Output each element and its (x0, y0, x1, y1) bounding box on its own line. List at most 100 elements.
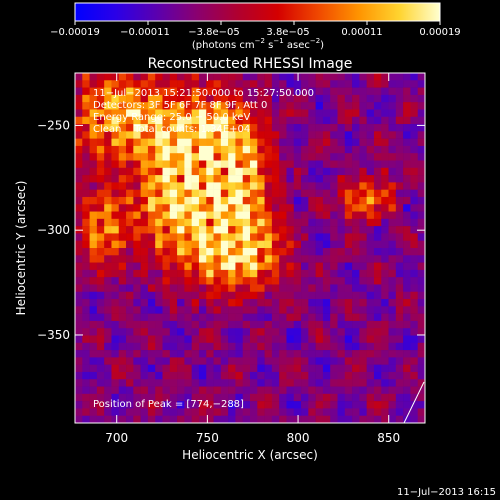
heatmap-cell (250, 138, 258, 147)
heatmap-cell (169, 145, 178, 154)
heatmap-cell (337, 408, 346, 417)
heatmap-cell (373, 364, 382, 373)
heatmap-cell (206, 364, 214, 373)
heatmap-cell (235, 196, 244, 205)
heatmap-cell (133, 262, 141, 271)
heatmap-cell (250, 189, 258, 198)
heatmap-cell (184, 379, 192, 387)
heatmap-cell (140, 342, 149, 351)
heatmap-cell (198, 335, 207, 344)
heatmap-cell (381, 94, 389, 103)
heatmap-cell (337, 131, 346, 139)
heatmap-cell (352, 73, 360, 81)
heatmap-cell (104, 364, 112, 373)
heatmap-cell (250, 401, 258, 409)
heatmap-cell (213, 160, 222, 169)
heatmap-cell (96, 94, 105, 103)
heatmap-cell (308, 255, 316, 263)
heatmap-cell (293, 313, 302, 322)
heatmap-cell (213, 408, 222, 417)
heatmap-cell (198, 269, 207, 278)
heatmap-cell (359, 73, 367, 81)
heatmap-cell (337, 350, 346, 358)
heatmap-cell (198, 291, 207, 300)
heatmap-cell (89, 116, 98, 125)
heatmap-cell (293, 124, 302, 132)
heatmap-cell (104, 393, 112, 402)
heatmap-cell (198, 124, 207, 132)
heatmap-cell (191, 102, 200, 110)
heatmap-cell (126, 131, 134, 139)
heatmap-cell (206, 248, 214, 256)
heatmap-cell (104, 386, 112, 395)
heatmap-cell (191, 269, 200, 278)
heatmap-cell (301, 255, 309, 263)
heatmap-cell (337, 342, 346, 351)
heatmap-cell (184, 306, 192, 314)
heatmap-cell (410, 357, 419, 365)
colorbar-tick-label: 0.00011 (341, 27, 382, 38)
heatmap-cell (206, 386, 214, 395)
heatmap-cell (155, 284, 163, 293)
heatmap-cell (104, 211, 112, 220)
heatmap-cell (308, 153, 316, 161)
heatmap-cell (89, 233, 98, 242)
heatmap-cell (322, 313, 331, 322)
heatmap-cell (147, 102, 156, 110)
heatmap-cell (206, 218, 214, 227)
heatmap-cell (206, 379, 214, 387)
heatmap-cell (286, 189, 295, 198)
heatmap-cell (111, 291, 120, 300)
heatmap-cell (126, 175, 134, 183)
heatmap-cell (264, 240, 273, 249)
heatmap-cell (133, 138, 141, 147)
heatmap-cell (118, 379, 127, 387)
heatmap-cell (228, 393, 236, 402)
heatmap-cell (177, 408, 185, 417)
heatmap-cell (184, 167, 192, 176)
heatmap-cell (228, 401, 236, 409)
heatmap-cell (286, 357, 295, 365)
heatmap-cell (359, 386, 367, 395)
info-annotations: 11−Jul−2013 15:21:50.000 to 15:27:50.000… (93, 88, 314, 410)
heatmap-cell (257, 269, 265, 278)
heatmap-cell (104, 284, 112, 293)
heatmap-cell (126, 124, 134, 132)
heatmap-cell (133, 109, 141, 118)
heatmap-cell (286, 291, 295, 300)
heatmap-cell (264, 284, 273, 293)
heatmap-cell (286, 320, 295, 329)
heatmap-cell (242, 160, 251, 169)
heatmap-cell (177, 299, 185, 307)
heatmap-cell (250, 204, 258, 212)
heatmap-cell (417, 386, 425, 395)
heatmap-cell (337, 393, 346, 402)
heatmap-cell (388, 80, 397, 88)
heatmap-cell (206, 350, 214, 358)
heatmap-cell (308, 408, 316, 417)
heatmap-cell (337, 116, 346, 125)
heatmap-cell (104, 145, 112, 154)
heatmap-cell (279, 116, 287, 125)
heatmap-cell (75, 182, 83, 190)
heatmap-cell (403, 320, 411, 329)
heatmap-cell (140, 153, 149, 161)
heatmap-cell (286, 408, 295, 417)
heatmap-cell (301, 218, 309, 227)
heatmap-cell (403, 218, 411, 227)
heatmap-cell (140, 393, 149, 402)
heatmap-cell (133, 291, 141, 300)
heatmap-cell (177, 306, 185, 314)
heatmap-cell (198, 233, 207, 242)
heatmap-cell (147, 248, 156, 256)
heatmap-cell (308, 262, 316, 271)
heatmap-cell (257, 401, 265, 409)
heatmap-cell (96, 196, 105, 205)
heatmap-cell (96, 401, 105, 409)
heatmap-cell (264, 408, 273, 417)
heatmap-cell (403, 109, 411, 118)
heatmap-cell (417, 153, 425, 161)
heatmap-cell (271, 401, 280, 409)
heatmap-cell (417, 102, 425, 110)
heatmap-cell (118, 342, 127, 351)
